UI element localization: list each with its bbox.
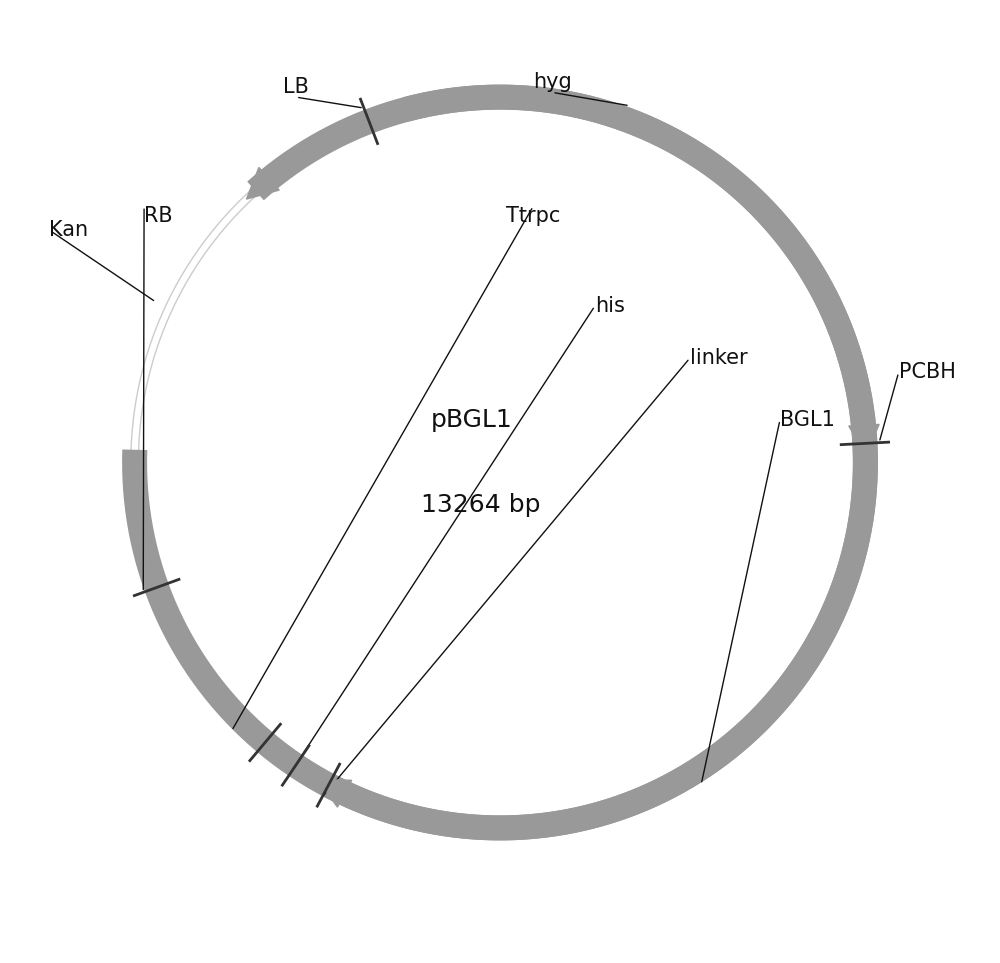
Text: BGL1: BGL1 <box>780 410 835 429</box>
Text: PCBH: PCBH <box>899 362 956 382</box>
Polygon shape <box>849 425 879 455</box>
Text: Ttrpc: Ttrpc <box>506 206 560 226</box>
Polygon shape <box>246 168 279 199</box>
Text: his: his <box>595 296 625 316</box>
Text: RB: RB <box>144 206 173 226</box>
Text: hyg: hyg <box>533 72 572 92</box>
Text: pBGL1: pBGL1 <box>431 407 512 431</box>
Text: Kan: Kan <box>49 220 88 240</box>
Text: 13264 bp: 13264 bp <box>421 493 541 517</box>
Polygon shape <box>318 779 352 807</box>
Text: linker: linker <box>690 348 747 368</box>
Text: LB: LB <box>283 77 309 97</box>
